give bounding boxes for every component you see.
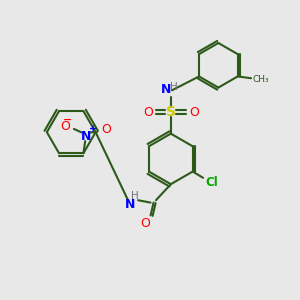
Text: O: O (189, 106, 199, 119)
Text: N: N (81, 130, 91, 142)
Text: +: + (89, 124, 97, 134)
Text: S: S (166, 105, 176, 119)
Text: −: − (63, 114, 72, 124)
Text: Cl: Cl (205, 176, 218, 189)
Text: N: N (124, 198, 135, 211)
Text: O: O (60, 120, 70, 133)
Text: O: O (101, 123, 111, 136)
Text: N: N (161, 83, 172, 96)
Text: O: O (143, 106, 153, 119)
Text: CH₃: CH₃ (253, 75, 269, 84)
Text: O: O (140, 217, 150, 230)
Text: H: H (170, 82, 178, 92)
Text: H: H (131, 191, 139, 201)
